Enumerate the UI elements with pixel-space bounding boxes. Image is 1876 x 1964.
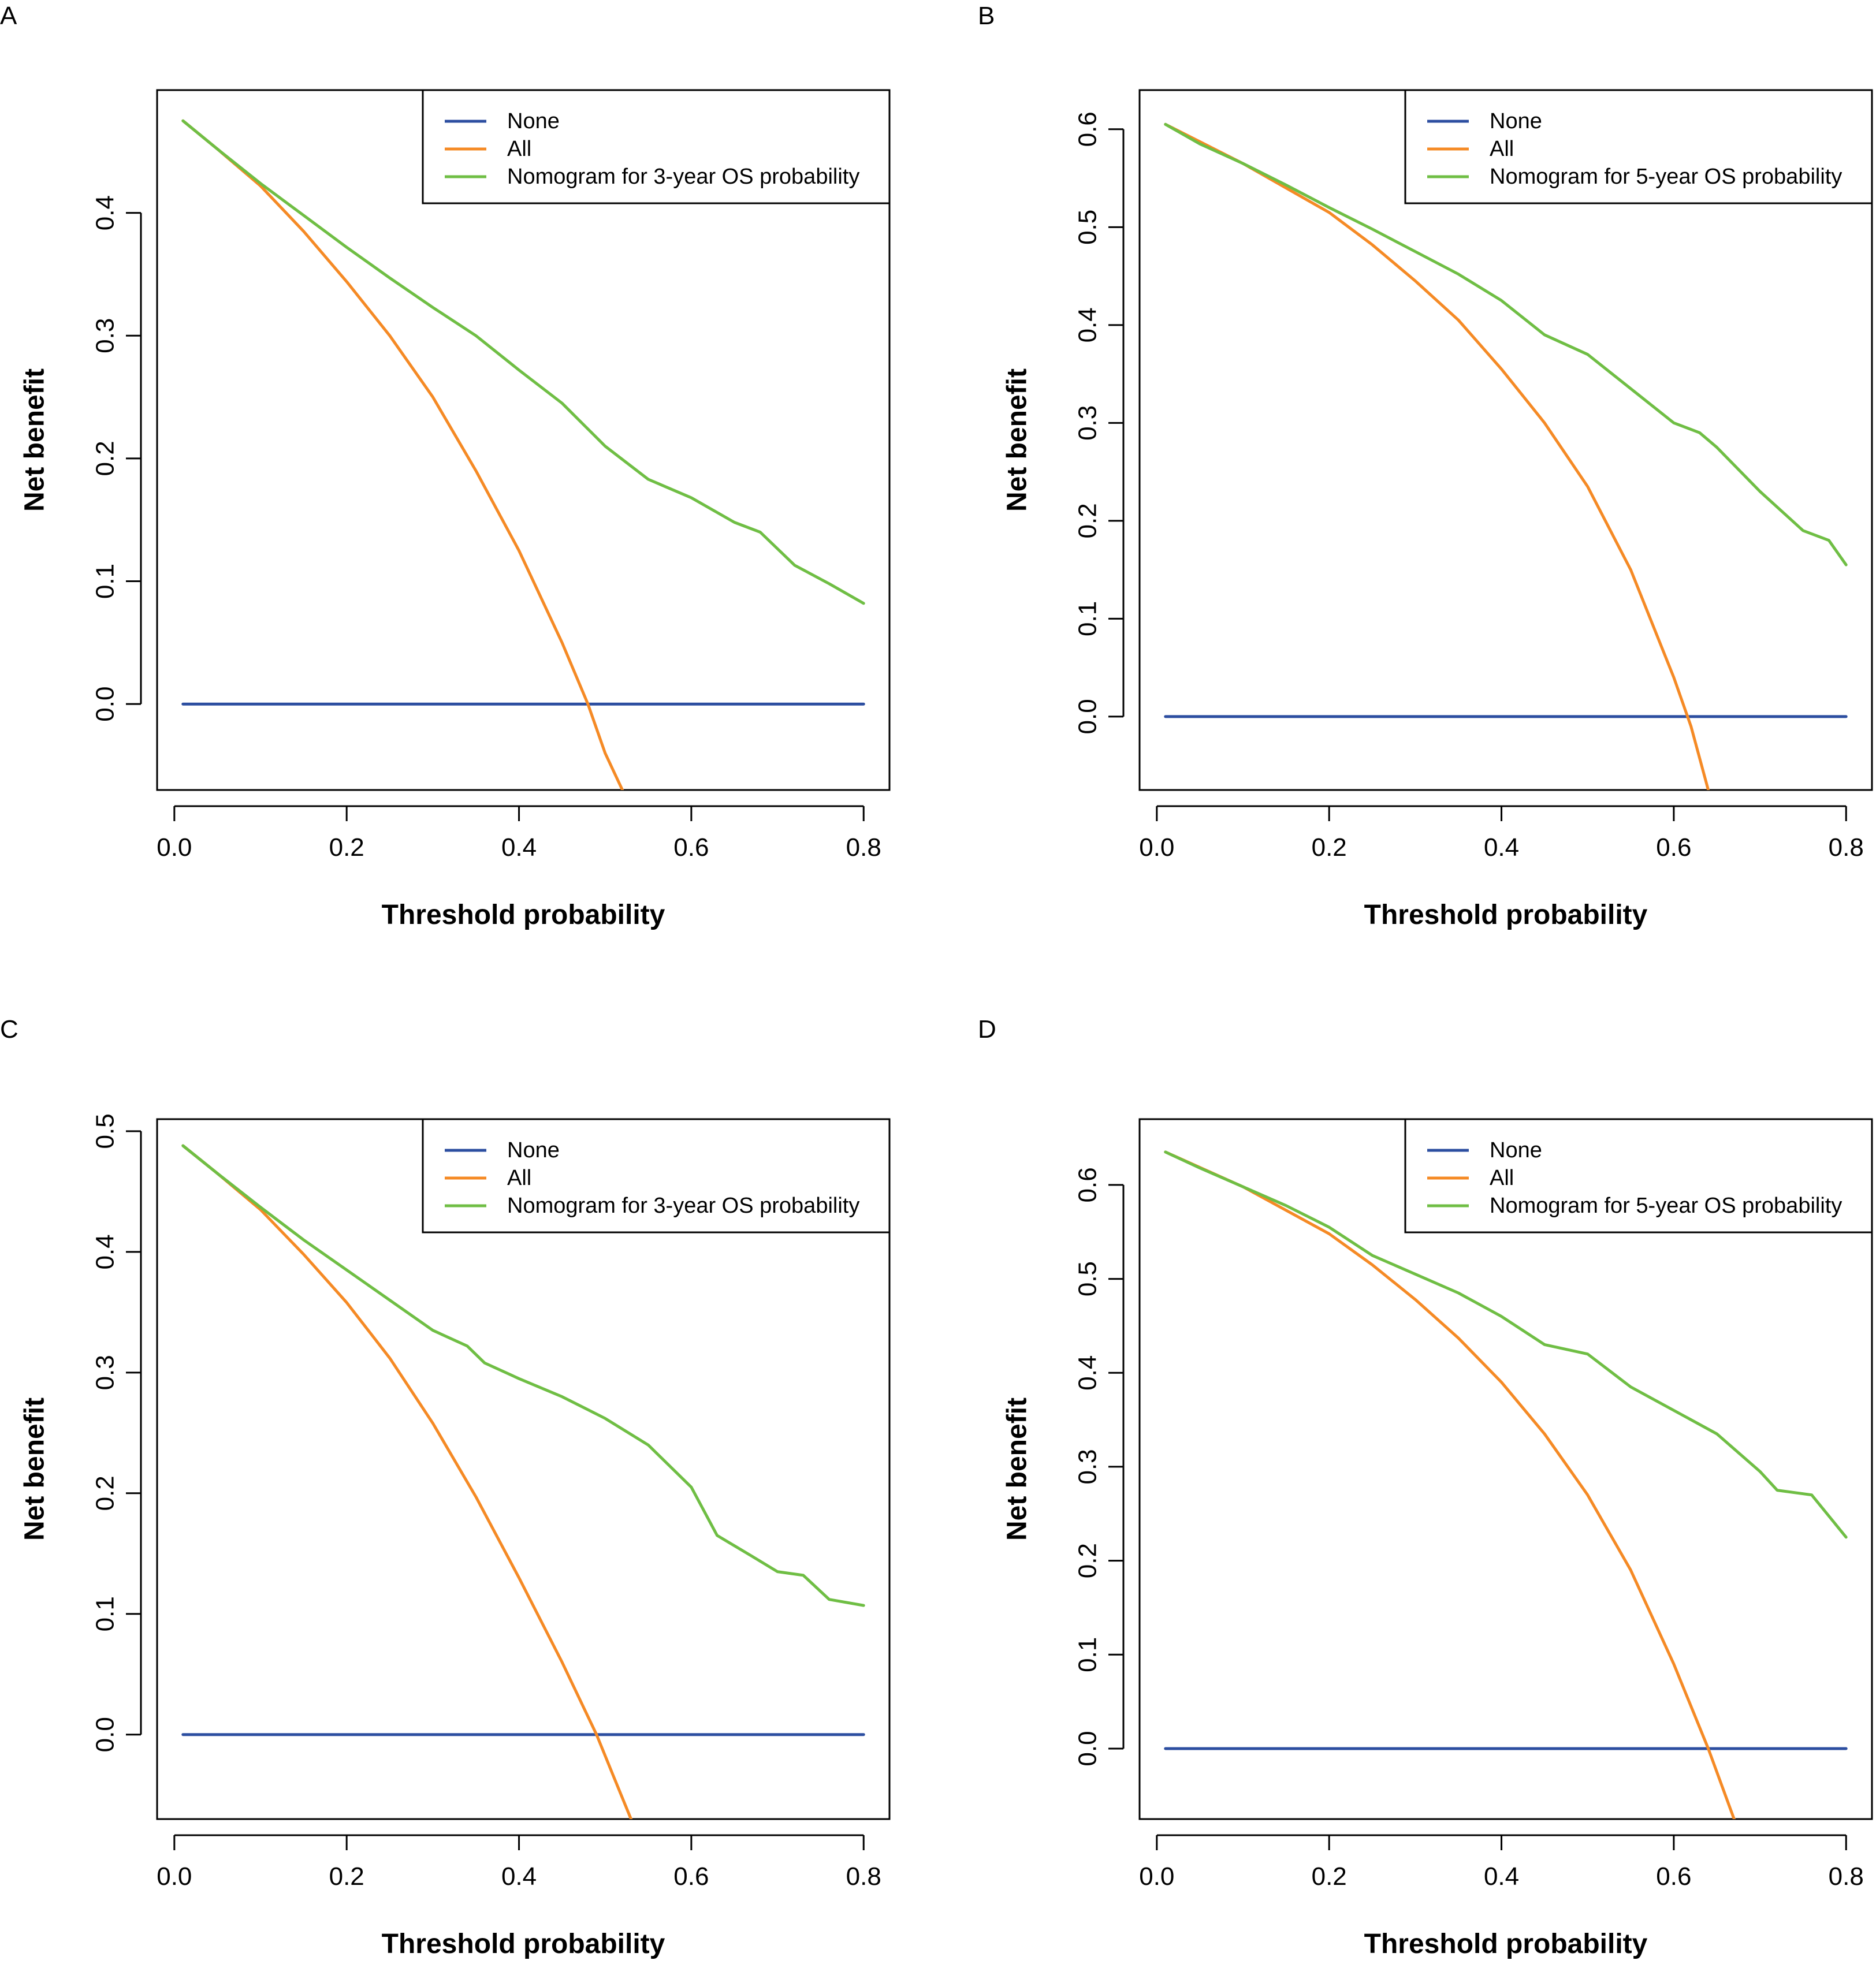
y-axis-title: Net benefit bbox=[20, 1397, 50, 1541]
x-axis-title: Threshold probability bbox=[382, 900, 665, 930]
x-tick-label: 0.0 bbox=[157, 833, 192, 862]
y-tick-label: 0.0 bbox=[91, 687, 120, 722]
legend-label: Nomogram for 3-year OS probability bbox=[507, 165, 859, 189]
series-group bbox=[181, 119, 865, 790]
legend: None All Nomogram for 5-year OS probabilit… bbox=[1404, 1118, 1873, 1233]
legend-label: None bbox=[1490, 109, 1542, 133]
y-tick-label: 0.3 bbox=[91, 1355, 120, 1390]
panel-letter: D bbox=[978, 1015, 996, 1044]
y-tick-label: 0.3 bbox=[1074, 1449, 1102, 1484]
series-line-model bbox=[1164, 1150, 1848, 1539]
panel-b: B 0.0 0.2 0.4 0.6 0.8 Threshold probability 0.0… bbox=[978, 2, 1873, 930]
y-tick-label: 0.5 bbox=[1074, 210, 1102, 245]
y-tick-label: 0.1 bbox=[1074, 1637, 1102, 1672]
x-axis-title: Threshold probability bbox=[1364, 900, 1648, 930]
x-tick-label: 0.4 bbox=[501, 1862, 537, 1891]
series-line-all bbox=[181, 1144, 632, 1819]
x-tick-label: 0.6 bbox=[673, 833, 709, 862]
series-line-model bbox=[1164, 122, 1848, 567]
x-tick-label: 0.0 bbox=[1139, 833, 1174, 862]
x-tick-label: 0.8 bbox=[1829, 833, 1864, 862]
panel-letter: A bbox=[0, 2, 17, 30]
legend-label: Nomogram for 3-year OS probability bbox=[507, 1194, 859, 1218]
y-tick-label: 0.4 bbox=[91, 1234, 120, 1269]
x-tick-label: 0.2 bbox=[329, 833, 364, 862]
x-tick-label: 0.2 bbox=[329, 1862, 364, 1891]
x-tick-label: 0.2 bbox=[1312, 833, 1347, 862]
x-tick-label: 0.6 bbox=[1656, 833, 1691, 862]
y-tick-label: 0.1 bbox=[91, 1596, 120, 1631]
x-tick-label: 0.8 bbox=[846, 1862, 881, 1891]
y-tick-label: 0.5 bbox=[1074, 1261, 1102, 1296]
x-tick-label: 0.4 bbox=[1484, 833, 1519, 862]
legend-label: All bbox=[507, 1166, 531, 1190]
legend: None All Nomogram for 5-year OS probabilit… bbox=[1404, 89, 1873, 204]
x-tick-label: 0.4 bbox=[501, 833, 537, 862]
panel-d: D 0.0 0.2 0.4 0.6 0.8 Threshold probability 0.0… bbox=[978, 1015, 1873, 1959]
legend-label: All bbox=[1490, 1166, 1514, 1190]
y-tick-label: 0.3 bbox=[91, 318, 120, 353]
y-tick-label: 0.2 bbox=[91, 441, 120, 476]
x-axis-title: Threshold probability bbox=[382, 1929, 665, 1959]
legend-label: None bbox=[1490, 1138, 1542, 1162]
x-axis-title: Threshold probability bbox=[1364, 1929, 1648, 1959]
y-tick-label: 0.6 bbox=[1074, 1167, 1102, 1202]
y-axis-title: Net benefit bbox=[1002, 1397, 1033, 1541]
legend: None All Nomogram for 3-year OS probabilit… bbox=[422, 1118, 891, 1233]
series-group bbox=[181, 1144, 865, 1819]
legend-label: Nomogram for 5-year OS probability bbox=[1490, 1194, 1842, 1218]
legend-label: All bbox=[507, 137, 531, 161]
panel-a: A 0.0 0.2 0.4 0.6 0.8 Threshold probability 0.0… bbox=[0, 2, 891, 930]
y-tick-label: 0.2 bbox=[1074, 503, 1102, 538]
y-axis-title: Net benefit bbox=[1002, 368, 1033, 512]
legend-box bbox=[422, 1118, 891, 1233]
x-tick-label: 0.4 bbox=[1484, 1862, 1519, 1891]
series-line-all bbox=[1164, 122, 1710, 790]
legend-label: Nomogram for 5-year OS probability bbox=[1490, 165, 1842, 189]
y-tick-label: 0.2 bbox=[91, 1475, 120, 1511]
series-line-all bbox=[181, 119, 624, 790]
y-tick-label: 0.4 bbox=[91, 195, 120, 230]
series-line-model bbox=[181, 119, 865, 605]
series-line-model bbox=[181, 1144, 865, 1607]
panel-letter: B bbox=[978, 2, 995, 30]
legend-label: None bbox=[507, 1138, 560, 1162]
y-tick-label: 0.3 bbox=[1074, 405, 1102, 441]
series-group bbox=[1164, 1150, 1848, 1819]
series-group bbox=[1164, 122, 1848, 790]
legend-label: None bbox=[507, 109, 560, 133]
x-tick-label: 0.0 bbox=[1139, 1862, 1174, 1891]
x-tick-label: 0.2 bbox=[1312, 1862, 1347, 1891]
panel-letter: C bbox=[0, 1015, 18, 1044]
legend: None All Nomogram for 3-year OS probabilit… bbox=[422, 89, 891, 204]
series-line-all bbox=[1164, 1150, 1736, 1819]
legend-box bbox=[1404, 1118, 1873, 1233]
x-tick-label: 0.6 bbox=[1656, 1862, 1691, 1891]
y-tick-label: 0.1 bbox=[91, 564, 120, 599]
y-axis-title: Net benefit bbox=[20, 368, 50, 512]
y-tick-label: 0.0 bbox=[1074, 699, 1102, 734]
y-tick-label: 0.4 bbox=[1074, 307, 1102, 342]
y-tick-label: 0.1 bbox=[1074, 601, 1102, 636]
y-tick-label: 0.4 bbox=[1074, 1355, 1102, 1391]
y-tick-label: 0.0 bbox=[91, 1717, 120, 1752]
legend-box bbox=[1404, 89, 1873, 204]
y-tick-label: 0.6 bbox=[1074, 111, 1102, 147]
x-tick-label: 0.6 bbox=[673, 1862, 709, 1891]
x-tick-label: 0.8 bbox=[846, 833, 881, 862]
legend-box bbox=[422, 89, 891, 204]
legend-label: All bbox=[1490, 137, 1514, 161]
panel-c: C 0.0 0.2 0.4 0.6 0.8 Threshold probability 0.0… bbox=[0, 1015, 891, 1959]
y-tick-label: 0.5 bbox=[91, 1113, 120, 1149]
y-tick-label: 0.2 bbox=[1074, 1543, 1102, 1578]
y-tick-label: 0.0 bbox=[1074, 1731, 1102, 1766]
x-tick-label: 0.0 bbox=[157, 1862, 192, 1891]
x-tick-label: 0.8 bbox=[1829, 1862, 1864, 1891]
